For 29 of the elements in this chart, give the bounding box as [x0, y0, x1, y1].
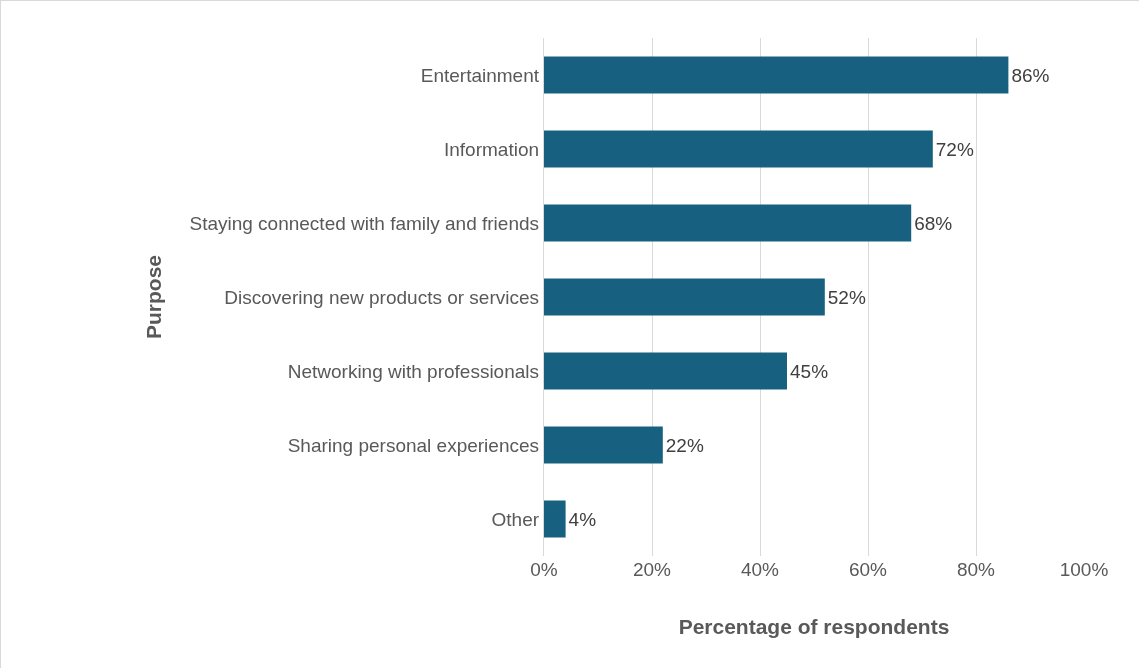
- data-label: 4%: [568, 508, 597, 530]
- y-tick-label: Information: [444, 138, 540, 160]
- data-label: 68%: [914, 212, 953, 234]
- bar: [544, 204, 912, 242]
- data-label: 86%: [1011, 64, 1050, 86]
- x-tick-label: 100%: [1059, 559, 1109, 580]
- data-label: 52%: [827, 286, 866, 308]
- bar: [544, 352, 787, 390]
- x-tick-label: 0%: [530, 559, 558, 580]
- y-tick-label: Discovering new products or services: [224, 286, 540, 308]
- data-label: 72%: [935, 138, 974, 160]
- data-label: 45%: [790, 360, 829, 382]
- bar: [544, 426, 663, 464]
- y-tick-label: Staying connected with family and friends: [189, 212, 540, 234]
- bar: [544, 500, 566, 538]
- bar: [544, 56, 1009, 94]
- y-tick-label: Entertainment: [420, 64, 540, 86]
- bar: [544, 130, 933, 168]
- x-tick-label: 20%: [632, 559, 672, 580]
- y-axis-title: Purpose: [141, 254, 165, 340]
- data-label: 22%: [665, 434, 704, 456]
- bar: [544, 278, 825, 316]
- y-tick-label: Other: [491, 508, 540, 530]
- x-tick-label: 60%: [848, 559, 888, 580]
- x-tick-label: 40%: [740, 559, 780, 580]
- x-tick-label: 80%: [956, 559, 996, 580]
- x-axis-title: Percentage of respondents: [678, 615, 950, 639]
- y-tick-label: Sharing personal experiences: [287, 434, 540, 456]
- y-tick-label: Networking with professionals: [287, 360, 540, 382]
